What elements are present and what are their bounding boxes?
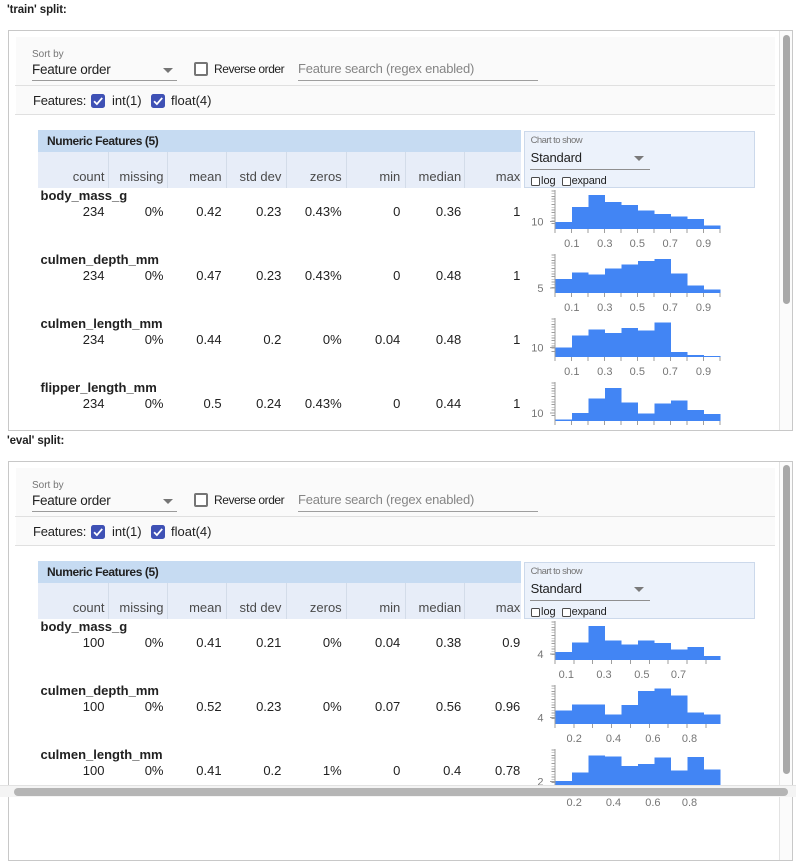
svg-text:5: 5 [537,283,543,295]
svg-text:0.8: 0.8 [682,797,697,809]
svg-text:0.6: 0.6 [645,733,660,745]
svg-text:0.1: 0.1 [559,669,574,681]
svg-text:0.3: 0.3 [597,366,612,378]
svg-text:2: 2 [537,776,543,788]
svg-text:0.1: 0.1 [564,238,579,250]
svg-text:0.5: 0.5 [630,366,645,378]
svg-text:0.8: 0.8 [682,733,697,745]
svg-text:0.1: 0.1 [564,430,579,432]
svg-text:0.5: 0.5 [630,238,645,250]
svg-text:0.7: 0.7 [671,669,686,681]
svg-text:4: 4 [537,649,543,661]
svg-text:0.9: 0.9 [696,238,711,250]
svg-text:0.3: 0.3 [597,302,612,314]
svg-text:0.1: 0.1 [564,302,579,314]
svg-text:0.6: 0.6 [645,797,660,809]
svg-text:0.4: 0.4 [606,733,621,745]
svg-text:0.3: 0.3 [597,430,612,432]
svg-text:0.3: 0.3 [597,238,612,250]
svg-text:0.7: 0.7 [663,430,678,432]
svg-text:0.4: 0.4 [606,797,621,809]
svg-text:0.7: 0.7 [663,238,678,250]
svg-text:0.7: 0.7 [663,366,678,378]
svg-text:0.9: 0.9 [696,366,711,378]
svg-text:0.7: 0.7 [663,302,678,314]
svg-text:0.5: 0.5 [630,430,645,432]
svg-text:10: 10 [531,216,543,228]
svg-text:10: 10 [531,408,543,420]
svg-text:0.1: 0.1 [564,366,579,378]
svg-text:0.2: 0.2 [567,733,582,745]
svg-text:4: 4 [537,712,543,724]
svg-text:0.2: 0.2 [567,797,582,809]
svg-text:0.9: 0.9 [696,302,711,314]
svg-text:0.3: 0.3 [596,669,611,681]
svg-text:0.5: 0.5 [634,669,649,681]
svg-text:0.9: 0.9 [696,430,711,432]
svg-text:10: 10 [531,342,543,354]
svg-text:0.5: 0.5 [630,302,645,314]
